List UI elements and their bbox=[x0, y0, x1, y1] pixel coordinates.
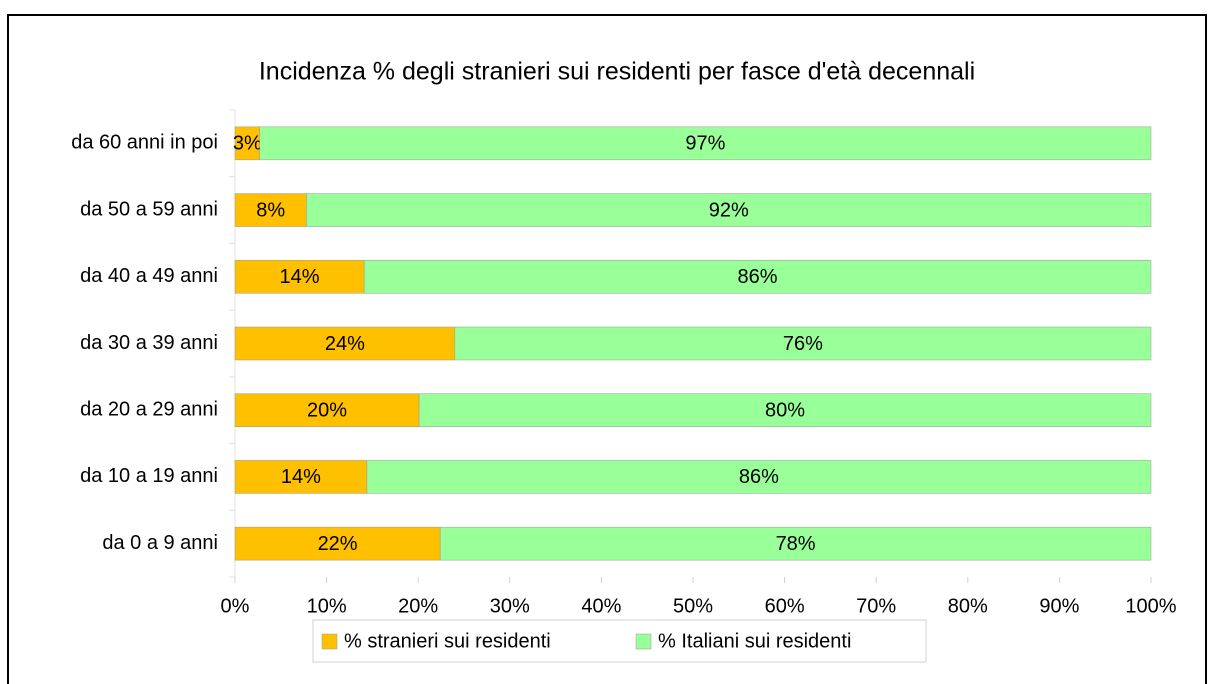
data-label: 3% bbox=[233, 133, 262, 155]
bar-segment bbox=[234, 193, 307, 227]
bar-segment bbox=[306, 193, 1152, 227]
data-label: 24% bbox=[325, 333, 365, 355]
bar-segment bbox=[259, 126, 1152, 161]
bar-segment bbox=[418, 393, 1152, 427]
x-tick-label: 40% bbox=[581, 595, 621, 617]
bar-segment bbox=[234, 260, 365, 294]
x-tick-label: 70% bbox=[856, 595, 896, 617]
legend-swatch bbox=[321, 633, 338, 650]
x-tick-label: 60% bbox=[765, 595, 805, 617]
data-label: 92% bbox=[709, 199, 749, 221]
data-label: 20% bbox=[307, 399, 347, 421]
y-tick-label: da 50 a 59 anni bbox=[80, 198, 218, 220]
bar-segment bbox=[366, 460, 1152, 494]
legend-label: % stranieri sui residenti bbox=[344, 630, 551, 652]
y-tick-label: da 0 a 9 anni bbox=[102, 532, 218, 554]
data-label: 14% bbox=[281, 466, 321, 488]
x-tick-label: 90% bbox=[1039, 595, 1079, 617]
y-tick-label: da 60 anni in poi bbox=[71, 132, 218, 154]
data-label: 78% bbox=[776, 533, 816, 555]
data-label: 80% bbox=[765, 399, 805, 421]
bar-segment bbox=[234, 126, 260, 161]
x-tick-label: 30% bbox=[490, 595, 530, 617]
bar-segment bbox=[234, 326, 456, 361]
legend-label: % Italiani sui residenti bbox=[658, 630, 851, 652]
x-tick-label: 0% bbox=[221, 595, 250, 617]
chart-title: Incidenza % degli stranieri sui resident… bbox=[259, 58, 975, 86]
y-tick-label: da 10 a 19 anni bbox=[80, 465, 218, 487]
y-tick-label: da 20 a 29 anni bbox=[80, 398, 218, 420]
bar-segment bbox=[234, 460, 368, 494]
x-tick-label: 10% bbox=[307, 595, 347, 617]
bar-segment bbox=[454, 326, 1152, 361]
bar-segment bbox=[439, 526, 1152, 561]
data-label: 86% bbox=[738, 266, 778, 288]
data-label: 22% bbox=[318, 533, 358, 555]
data-label: 86% bbox=[739, 466, 779, 488]
legend-box bbox=[312, 619, 927, 663]
x-tick-label: 80% bbox=[948, 595, 988, 617]
data-label: 14% bbox=[280, 266, 320, 288]
x-tick-label: 50% bbox=[673, 595, 713, 617]
data-label: 76% bbox=[783, 333, 823, 355]
y-tick-label: da 40 a 49 anni bbox=[80, 265, 218, 287]
data-label: 97% bbox=[685, 133, 725, 155]
x-tick-label: 20% bbox=[398, 595, 438, 617]
x-tick-label: 100% bbox=[1125, 595, 1176, 617]
data-label: 8% bbox=[256, 199, 285, 221]
y-tick-label: da 30 a 39 anni bbox=[80, 332, 218, 354]
legend-swatch bbox=[635, 633, 652, 650]
bar-segment bbox=[234, 526, 441, 561]
bar-segment bbox=[363, 260, 1152, 294]
